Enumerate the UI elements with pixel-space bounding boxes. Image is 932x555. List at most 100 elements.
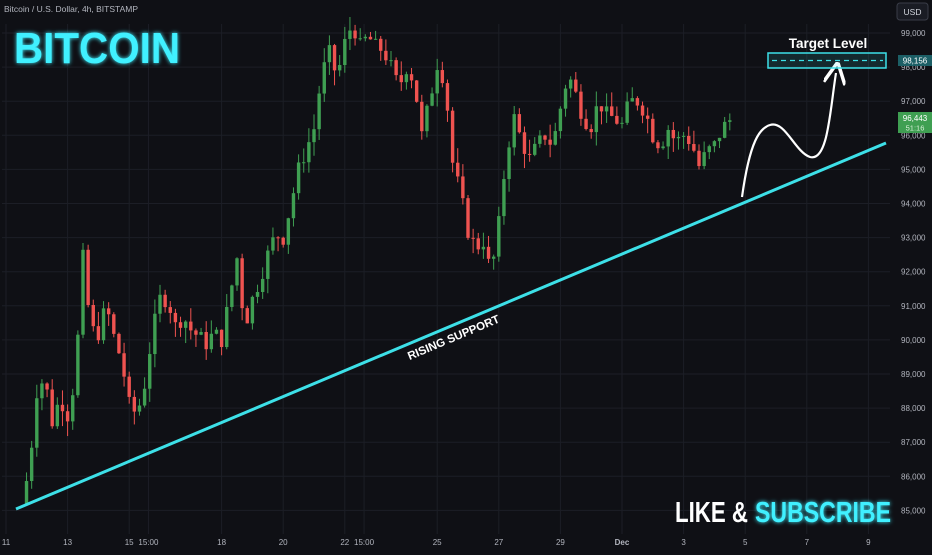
axes: 99,000 98,000 97,000 96,000 95,000 94,000 93,0… — [2, 29, 926, 547]
candle — [584, 109, 588, 131]
x-tick-label: 7 — [805, 538, 810, 547]
candle — [379, 35, 383, 61]
candle — [71, 388, 75, 430]
candle — [24, 472, 29, 506]
candle — [389, 50, 393, 67]
x-tick-label: Dec — [615, 538, 630, 547]
candle — [440, 61, 445, 88]
candle — [173, 308, 178, 337]
subscribe-text: SUBSCRIBE — [755, 497, 891, 529]
candle — [568, 76, 573, 98]
candle — [178, 316, 183, 337]
x-tick-label: 27 — [494, 538, 503, 547]
candle — [55, 397, 60, 429]
candle — [687, 126, 691, 151]
candle — [194, 328, 198, 347]
candle — [466, 194, 470, 240]
x-tick-label: 15:00 — [354, 538, 375, 547]
y-tick-label: 90,000 — [901, 336, 926, 345]
currency-label: USD — [904, 7, 922, 17]
candle — [456, 148, 460, 183]
candle — [219, 329, 224, 356]
candle — [337, 55, 342, 77]
candle — [394, 57, 398, 81]
candle — [481, 232, 486, 259]
candle — [312, 114, 316, 156]
candle — [491, 254, 496, 270]
candle — [553, 122, 557, 146]
candle — [302, 148, 306, 173]
currency-button[interactable] — [896, 2, 929, 21]
candle — [127, 371, 131, 404]
x-tick-label: 11 — [2, 538, 11, 547]
candle — [445, 79, 450, 122]
candle — [538, 130, 542, 148]
candle — [112, 312, 116, 338]
projection-arrow — [740, 73, 836, 198]
candle — [430, 87, 434, 107]
target-price-tag — [898, 55, 932, 66]
bitcoin-headline: BITCOIN — [14, 24, 180, 73]
candle — [148, 342, 152, 402]
candle — [599, 106, 604, 125]
rising-support-line[interactable] — [15, 141, 887, 511]
x-tick-label: 29 — [556, 538, 565, 547]
candle — [692, 130, 696, 153]
target-level-label: Target Level — [789, 36, 868, 51]
candle — [579, 84, 583, 126]
x-tick-label: 5 — [743, 538, 748, 547]
x-tick-label: 22 — [340, 538, 349, 547]
y-tick-label: 92,000 — [901, 268, 926, 277]
candle — [522, 126, 527, 169]
candle — [420, 94, 424, 140]
x-tick-label: 9 — [866, 538, 871, 547]
candle — [645, 107, 650, 134]
y-tick-label: 89,000 — [901, 370, 926, 379]
candle — [717, 137, 722, 149]
candle — [86, 244, 90, 308]
candle — [255, 284, 260, 304]
x-tick-label: 15:00 — [138, 538, 159, 547]
symbol-info: Bitcoin / U.S. Dollar, 4h, BITSTAMP — [4, 4, 138, 14]
candle — [189, 308, 193, 340]
candle — [517, 108, 522, 134]
x-tick-label: 15 — [125, 538, 134, 547]
candle — [266, 245, 270, 294]
candle — [250, 295, 255, 330]
candle — [209, 320, 214, 353]
y-tick-label: 93,000 — [901, 234, 926, 243]
candle — [661, 141, 665, 150]
candle — [91, 299, 95, 332]
candle — [640, 101, 645, 124]
candle — [260, 267, 265, 299]
candle — [343, 26, 347, 73]
target-price-value: 98,156 — [903, 57, 928, 66]
candle — [168, 301, 172, 324]
candle — [527, 139, 532, 162]
candle — [122, 342, 126, 387]
candle — [620, 117, 624, 129]
candle — [307, 128, 311, 173]
candle — [225, 294, 229, 350]
candle — [681, 132, 686, 149]
candle — [286, 217, 291, 254]
candle — [574, 72, 578, 94]
like-text: LIKE & — [675, 497, 748, 529]
candle — [332, 43, 337, 86]
candle — [153, 299, 157, 368]
candle — [45, 382, 49, 398]
candle — [276, 236, 280, 252]
candle — [486, 235, 491, 264]
candle — [666, 125, 670, 159]
candle — [399, 61, 403, 91]
candle — [409, 68, 414, 89]
candles-layer — [24, 17, 732, 506]
candle — [65, 404, 70, 437]
y-tick-label: 98,000 — [901, 63, 926, 72]
candle — [615, 106, 619, 125]
candle — [117, 332, 121, 354]
candle — [676, 131, 681, 150]
candle — [327, 35, 332, 75]
candle — [425, 104, 429, 138]
